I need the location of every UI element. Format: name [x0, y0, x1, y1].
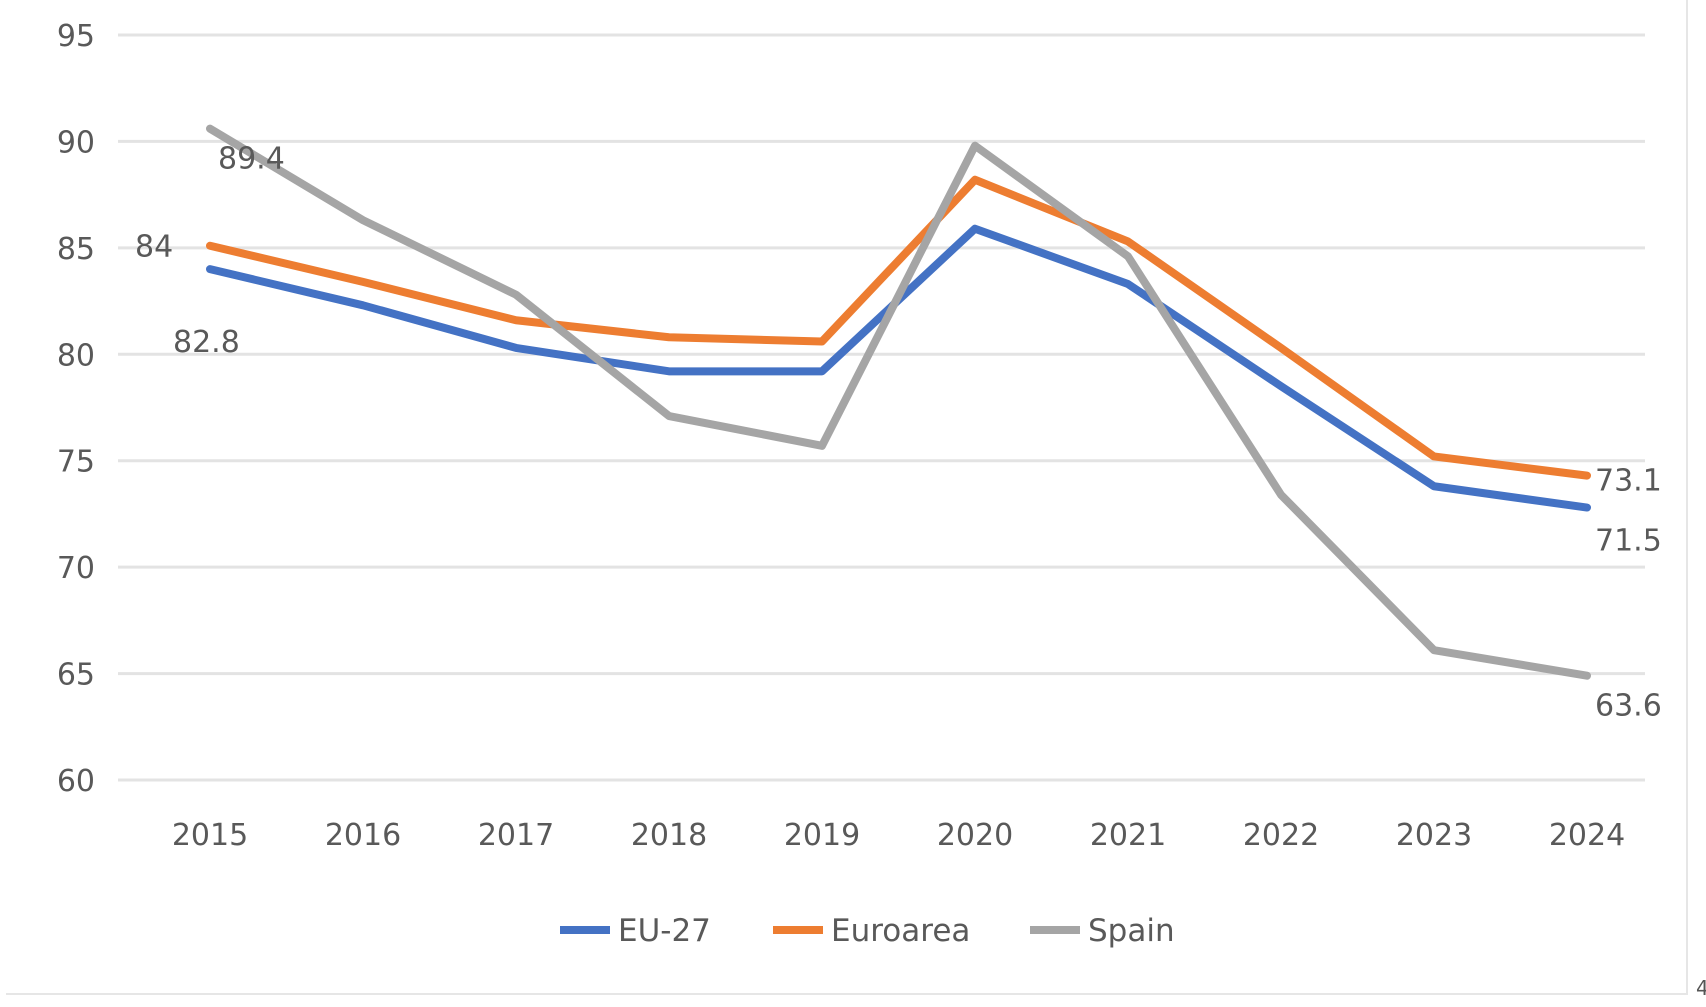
x-tick-label: 2016: [325, 818, 401, 853]
data-label: 73.1: [1595, 464, 1662, 499]
x-tick-label: 2019: [784, 818, 860, 853]
x-tick-label: 2023: [1396, 818, 1472, 853]
y-tick-label: 60: [57, 764, 95, 799]
x-tick-label: 2022: [1243, 818, 1319, 853]
data-label: 89.4: [218, 142, 285, 177]
legend-label-euroarea: Euroarea: [831, 913, 970, 949]
chart-frame: [6, 0, 1688, 995]
series-line-spain: [206, 124, 1591, 680]
y-tick-label: 95: [57, 19, 95, 54]
series-line-euroarea: [206, 175, 1591, 480]
y-tick-label: 75: [57, 445, 95, 480]
x-tick-label: 2015: [172, 818, 248, 853]
series-line-eu-27: [206, 224, 1591, 512]
data-label: 63.6: [1595, 689, 1662, 724]
x-tick-label: 2021: [1090, 818, 1166, 853]
data-label: 84: [135, 230, 173, 265]
corner-mark: 4: [1696, 976, 1706, 1000]
legend-label-spain: Spain: [1088, 913, 1175, 949]
data-label: 71.5: [1595, 524, 1662, 559]
x-tick-label: 2018: [631, 818, 707, 853]
x-tick-label: 2020: [937, 818, 1013, 853]
x-tick-label: 2017: [478, 818, 554, 853]
legend-label-eu-27: EU-27: [618, 913, 711, 949]
y-tick-label: 90: [57, 125, 95, 160]
y-tick-label: 70: [57, 551, 95, 586]
y-tick-label: 85: [57, 232, 95, 267]
y-tick-label: 80: [57, 338, 95, 373]
x-tick-label: 2024: [1549, 818, 1625, 853]
y-tick-label: 65: [57, 658, 95, 693]
data-label: 82.8: [173, 325, 240, 360]
